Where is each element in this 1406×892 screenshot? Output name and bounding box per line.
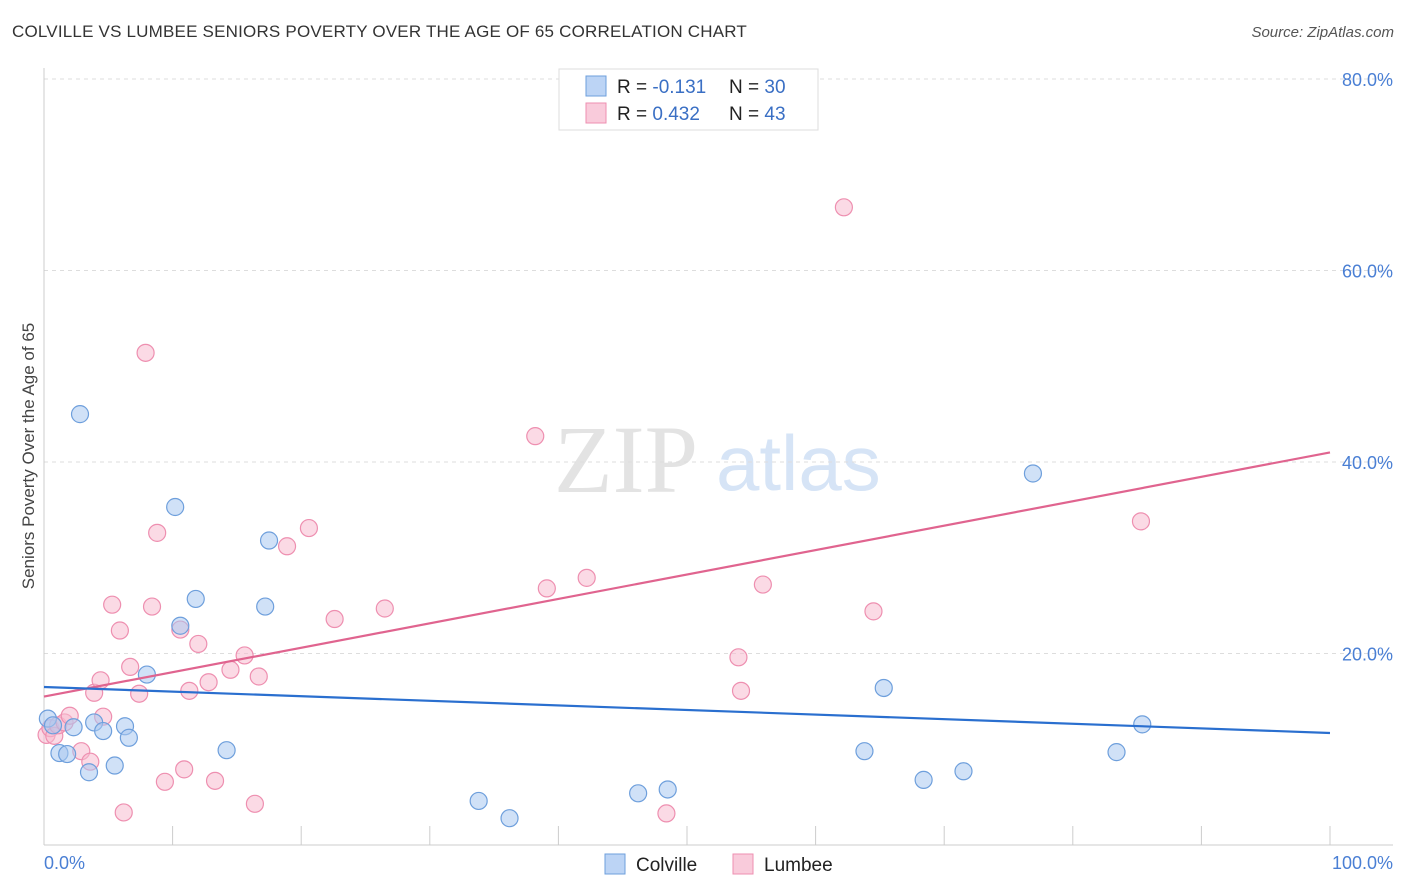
lumbee-trend-line <box>43 451 1331 698</box>
lumbee-point-28 <box>245 794 265 813</box>
lumbee-point-27 <box>235 646 254 665</box>
y-axis-label: Seniors Poverty Over the Age of 65 <box>19 323 38 589</box>
colville-point-18 <box>259 531 279 550</box>
lumbee-point-41 <box>834 198 853 217</box>
lumbee-point-11 <box>103 595 122 614</box>
lumbee-point-26 <box>221 660 240 679</box>
lumbee-point-31 <box>299 518 319 538</box>
colville-point-28 <box>1107 743 1126 762</box>
lumbee-point-13 <box>114 803 133 822</box>
colville-point-12 <box>137 665 156 684</box>
lumbee-point-43 <box>1131 512 1151 531</box>
colville-point-19 <box>469 791 488 811</box>
chart-title: COLVILLE VS LUMBEE SENIORS POVERTY OVER … <box>12 22 748 41</box>
lumbee-point-34 <box>526 427 545 446</box>
x-tick-label-max: 100.0% <box>1332 853 1393 873</box>
lumbee-point-14 <box>121 657 140 677</box>
lumbee-point-42 <box>864 602 883 621</box>
lumbee-point-30 <box>277 537 297 556</box>
lumbee-point-17 <box>142 597 162 616</box>
colville-point-27 <box>1023 464 1043 483</box>
colville-point-21 <box>629 784 648 803</box>
colville-point-11 <box>119 728 138 747</box>
colville-point-25 <box>914 770 933 789</box>
lumbee-point-38 <box>729 648 748 667</box>
legend-r-value-lumbee: 0.432 <box>652 104 700 125</box>
colville-point-23 <box>855 742 874 761</box>
colville-point-4 <box>64 718 83 737</box>
lumbee-point-12 <box>110 621 129 640</box>
y-tick-label-60: 60.0% <box>1342 262 1393 282</box>
colville-point-17 <box>256 597 275 616</box>
colville-point-15 <box>186 589 205 609</box>
legend-r-label-lumbee: R = <box>617 104 652 125</box>
lumbee-point-33 <box>375 599 394 618</box>
lumbee-point-18 <box>148 523 167 542</box>
x-tick-label-min: 0.0% <box>44 853 85 873</box>
series-legend-swatch-colville <box>604 853 626 875</box>
lumbee-point-39 <box>731 681 751 700</box>
lumbee-point-22 <box>180 681 199 700</box>
lumbee-point-29 <box>249 667 268 686</box>
lumbee-point-36 <box>577 568 596 587</box>
watermark-zip: ZIP <box>554 406 698 513</box>
colville-point-29 <box>1133 715 1152 734</box>
lumbee-point-16 <box>136 343 155 362</box>
series-legend-label-colville: Colville <box>636 855 697 876</box>
colville-points <box>38 405 1152 828</box>
y-axis-tick-labels: 20.0% 40.0% 60.0% 80.0% <box>1342 70 1393 665</box>
svg-text:N = 43: N = 43 <box>729 104 786 125</box>
source-label: Source: ZipAtlas.com <box>1251 24 1394 41</box>
y-tick-label-80: 80.0% <box>1342 70 1393 90</box>
legend-n-value-colville: 30 <box>764 77 785 98</box>
svg-text:N = 30: N = 30 <box>729 77 786 98</box>
x-axis-tick-labels: 0.0% 100.0% <box>44 853 1393 873</box>
colville-trend-line <box>43 685 1331 735</box>
series-legend-swatch-lumbee <box>732 853 754 875</box>
legend-r-label-colville: R = <box>617 77 652 98</box>
grid-lines <box>44 78 1393 654</box>
colville-point-16 <box>217 741 236 760</box>
y-tick-label-20: 20.0% <box>1342 645 1393 665</box>
colville-point-5 <box>70 405 90 424</box>
colville-point-24 <box>874 678 893 698</box>
legend-n-value-lumbee: 43 <box>764 104 785 125</box>
watermark-atlas: atlas <box>716 419 881 507</box>
lumbee-point-32 <box>325 609 344 629</box>
colville-point-3 <box>58 744 77 764</box>
lumbee-point-24 <box>199 673 218 692</box>
trend-lines <box>43 451 1331 735</box>
colville-point-20 <box>500 809 519 828</box>
svg-text:R = -0.131: R = -0.131 <box>617 77 706 98</box>
svg-text:R = 0.432: R = 0.432 <box>617 104 700 125</box>
colville-point-14 <box>171 616 190 635</box>
lumbee-point-35 <box>537 579 556 598</box>
legend-n-label-lumbee: N = <box>729 104 764 125</box>
legend-swatch-colville <box>585 75 607 97</box>
lumbee-point-25 <box>205 771 225 790</box>
x-axis-ticks <box>172 826 1331 845</box>
legend-swatch-lumbee <box>585 102 607 124</box>
lumbee-point-21 <box>175 760 194 779</box>
y-tick-label-40: 40.0% <box>1342 453 1393 473</box>
lumbee-point-40 <box>753 575 772 594</box>
lumbee-points <box>37 198 1151 823</box>
colville-point-22 <box>658 780 677 799</box>
colville-point-26 <box>954 762 973 781</box>
colville-point-13 <box>166 497 185 517</box>
series-legend: Colville Lumbee <box>604 853 833 876</box>
legend-n-label-colville: N = <box>729 77 764 98</box>
legend-r-value-colville: -0.131 <box>652 77 706 98</box>
colville-point-9 <box>105 756 124 775</box>
lumbee-point-19 <box>155 772 174 791</box>
colville-point-8 <box>94 721 113 741</box>
colville-point-6 <box>79 763 99 782</box>
lumbee-point-15 <box>130 684 149 703</box>
colville-point-1 <box>43 716 63 735</box>
lumbee-point-23 <box>189 634 208 654</box>
stats-legend: R = -0.131 N = 30 R = 0.432 N = 43 <box>558 68 819 131</box>
lumbee-point-37 <box>657 804 676 823</box>
series-legend-label-lumbee: Lumbee <box>764 855 833 876</box>
